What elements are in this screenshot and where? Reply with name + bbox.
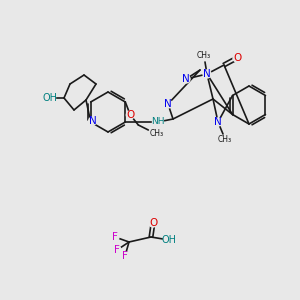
Circle shape <box>233 54 241 62</box>
Text: N: N <box>182 74 190 84</box>
Text: O: O <box>149 218 157 228</box>
Text: OH: OH <box>43 93 58 103</box>
Circle shape <box>113 246 121 254</box>
Text: CH₃: CH₃ <box>218 136 232 145</box>
Text: O: O <box>126 110 134 120</box>
Circle shape <box>152 116 164 128</box>
Text: F: F <box>114 245 120 255</box>
Circle shape <box>149 219 157 227</box>
Circle shape <box>121 252 129 260</box>
Circle shape <box>164 235 175 245</box>
Text: N: N <box>203 69 211 79</box>
Circle shape <box>164 100 172 108</box>
Circle shape <box>214 118 222 126</box>
Circle shape <box>111 233 119 241</box>
Text: N: N <box>214 117 222 127</box>
Text: OH: OH <box>161 235 176 245</box>
Text: CH₃: CH₃ <box>197 52 211 61</box>
Text: N: N <box>164 99 172 109</box>
Text: F: F <box>112 232 118 242</box>
Circle shape <box>44 92 56 104</box>
Text: CH₃: CH₃ <box>149 128 164 137</box>
Circle shape <box>89 117 97 125</box>
Text: N: N <box>89 116 97 126</box>
Circle shape <box>126 111 134 119</box>
Text: F: F <box>122 251 128 261</box>
Text: O: O <box>233 53 241 63</box>
Circle shape <box>182 75 190 83</box>
Circle shape <box>203 70 211 78</box>
Text: NH: NH <box>151 118 165 127</box>
